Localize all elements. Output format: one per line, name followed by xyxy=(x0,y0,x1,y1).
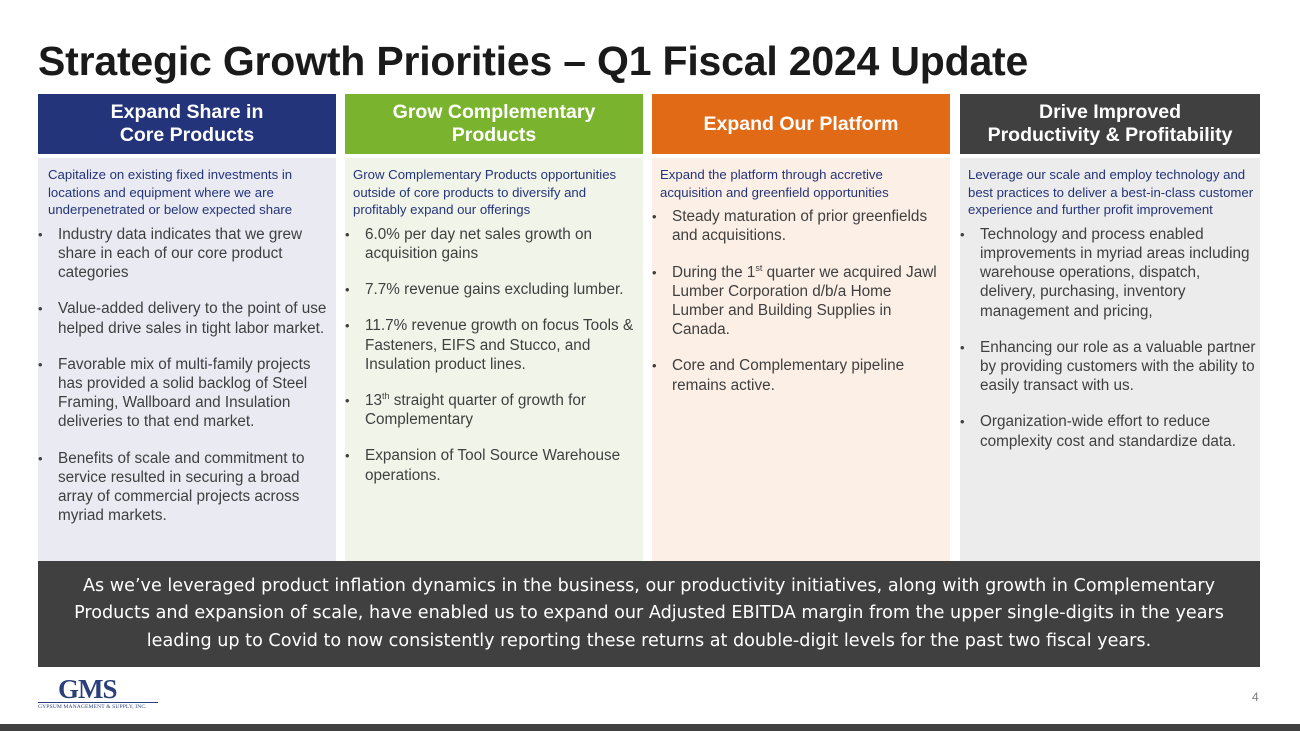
bullet-text: 13th straight quarter of growth for Comp… xyxy=(365,390,586,429)
column-intro: Grow Complementary Products opportunitie… xyxy=(353,167,617,218)
column-body: Grow Complementary Products opportunitie… xyxy=(345,158,643,563)
bullet-text: 6.0% per day net sales growth on acquisi… xyxy=(365,225,593,262)
bullet-item: • Benefits of scale and commitment to ser… xyxy=(38,449,332,526)
bullet-text: Technology and process enabled improveme… xyxy=(980,225,1250,320)
bullet-item: • Organization-wide effort to reduce comp… xyxy=(960,412,1256,450)
footer-bar xyxy=(0,724,1300,731)
bullet-text: 7.7% revenue gains excluding lumber. xyxy=(365,281,624,299)
bullet-item: • 6.0% per day net sales growth on acquis… xyxy=(345,225,639,263)
column-intro: Expand the platform through accretive ac… xyxy=(660,167,889,200)
bullet-glyph: • xyxy=(652,358,657,374)
header-line-2: Productivity & Profitability xyxy=(987,124,1233,146)
bullet-text: Core and Complementary pipeline remains … xyxy=(672,357,905,394)
logo-subtitle: GYPSUM MANAGEMENT & SUPPLY, INC. xyxy=(38,704,147,710)
bullet-list: • Technology and process enabled improvem… xyxy=(960,225,1256,451)
bullet-text: Steady maturation of prior greenfields a… xyxy=(672,208,928,245)
logo-divider xyxy=(38,702,158,703)
bullet-glyph: • xyxy=(38,226,43,242)
header-line-1: Grow Complementary xyxy=(392,101,596,123)
bullet-item: • Favorable mix of multi-family projects … xyxy=(38,355,332,432)
bullet-text: 11.7% revenue growth on focus Tools & Fa… xyxy=(365,317,634,373)
bullet-glyph: • xyxy=(38,301,43,317)
slide-title: Strategic Growth Priorities – Q1 Fiscal … xyxy=(38,38,1029,84)
bullet-text: Industry data indicates that we grew sha… xyxy=(58,225,303,282)
bullet-glyph: • xyxy=(38,356,43,372)
column-header: Expand Our Platform xyxy=(652,94,950,154)
bullet-item: • Value-added delivery to the point of us… xyxy=(38,299,332,337)
bullet-glyph: • xyxy=(38,450,43,466)
bullet-list: • Industry data indicates that we grew sh… xyxy=(38,225,332,526)
header-line-1: Expand Our Platform xyxy=(703,112,899,135)
bullet-text: Organization-wide effort to reduce compl… xyxy=(980,413,1236,450)
column-expand-share: Expand Share in Core Products Capitalize … xyxy=(38,94,336,563)
bullet-list: • Steady maturation of prior greenfields … xyxy=(652,207,946,395)
gms-logo: GMS GYPSUM MANAGEMENT & SUPPLY, INC. xyxy=(38,674,158,710)
bullet-item: • Enhancing our role as a valuable partne… xyxy=(960,338,1256,396)
bullet-glyph: • xyxy=(960,339,965,355)
bullet-item: • Technology and process enabled improvem… xyxy=(960,225,1256,321)
bullet-item: • Industry data indicates that we grew sh… xyxy=(38,225,332,283)
bullet-item: • 11.7% revenue growth on focus Tools & F… xyxy=(345,316,639,374)
column-body: Capitalize on existing fixed investments… xyxy=(38,158,336,563)
header-line-1: Drive Improved xyxy=(1039,101,1181,123)
bullet-glyph: • xyxy=(960,226,965,242)
column-grow-complementary: Grow Complementary Products Grow Compleme… xyxy=(345,94,643,563)
bullet-glyph: • xyxy=(345,282,350,298)
header-line-2: Products xyxy=(451,124,537,146)
column-intro: Leverage our scale and employ technology… xyxy=(968,167,1254,218)
bullet-item: • During the 1st quarter we acquired Jawl… xyxy=(652,263,946,340)
bullet-text: Value-added delivery to the point of use… xyxy=(58,300,327,337)
logo-mark: GMS xyxy=(58,674,118,704)
bullet-item: • Expansion of Tool Source Warehouse oper… xyxy=(345,446,639,484)
summary-text: As we’ve leveraged product inflation dyn… xyxy=(74,575,1224,651)
column-body: Expand the platform through accretive ac… xyxy=(652,158,950,563)
bullet-text: Enhancing our role as a valuable partner… xyxy=(980,338,1256,395)
bullet-glyph: • xyxy=(652,264,657,280)
column-expand-platform: Expand Our Platform Expand the platform … xyxy=(652,94,950,563)
bullet-item: • 7.7% revenue gains excluding lumber. xyxy=(345,280,639,299)
bullet-glyph: • xyxy=(345,226,350,242)
header-line-2: Core Products xyxy=(119,124,255,146)
bullet-item: • Steady maturation of prior greenfields … xyxy=(652,207,946,245)
bullet-list: • 6.0% per day net sales growth on acquis… xyxy=(345,225,639,485)
bullet-glyph: • xyxy=(345,318,350,334)
bullet-glyph: • xyxy=(960,414,965,430)
bullet-item: • 13th straight quarter of growth for Com… xyxy=(345,391,639,429)
column-drive-productivity: Drive Improved Productivity & Profitabili… xyxy=(960,94,1260,563)
column-body: Leverage our scale and employ technology… xyxy=(960,158,1260,563)
bullet-text: Favorable mix of multi-family projects h… xyxy=(58,355,311,431)
bullet-glyph: • xyxy=(652,209,657,225)
summary-banner: As we’ve leveraged product inflation dyn… xyxy=(38,561,1260,667)
page-number: 4 xyxy=(1252,690,1259,704)
bullet-item: • Core and Complementary pipeline remains… xyxy=(652,356,946,394)
bullet-glyph: • xyxy=(345,448,350,464)
bullet-text: Benefits of scale and commitment to serv… xyxy=(58,449,305,525)
bullet-glyph: • xyxy=(345,393,350,408)
bullet-text: Expansion of Tool Source Warehouse opera… xyxy=(365,447,621,484)
column-header: Expand Share in Core Products xyxy=(38,94,336,154)
header-line-1: Expand Share in xyxy=(110,101,264,123)
column-intro: Capitalize on existing fixed investments… xyxy=(48,167,293,218)
bullet-text: During the 1st quarter we acquired Jawl … xyxy=(672,262,937,339)
column-header: Grow Complementary Products xyxy=(345,94,643,154)
column-header: Drive Improved Productivity & Profitabili… xyxy=(960,94,1260,154)
